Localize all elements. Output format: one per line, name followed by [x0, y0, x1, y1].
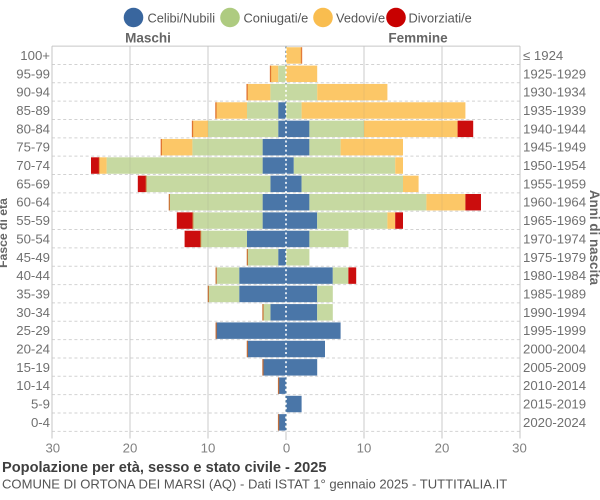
- svg-text:1940-1944: 1940-1944: [523, 121, 586, 136]
- svg-text:2020-2024: 2020-2024: [523, 415, 586, 430]
- svg-text:60-64: 60-64: [16, 195, 50, 210]
- svg-text:35-39: 35-39: [16, 286, 50, 301]
- svg-text:10-14: 10-14: [16, 378, 50, 393]
- svg-text:1995-1999: 1995-1999: [523, 323, 586, 338]
- svg-text:1990-1994: 1990-1994: [523, 305, 586, 320]
- svg-text:2005-2009: 2005-2009: [523, 360, 586, 375]
- svg-text:90-94: 90-94: [16, 85, 50, 100]
- svg-text:10: 10: [357, 440, 372, 455]
- svg-text:95-99: 95-99: [16, 66, 50, 81]
- svg-text:5-9: 5-9: [31, 397, 50, 412]
- svg-text:1970-1974: 1970-1974: [523, 231, 586, 246]
- svg-text:40-44: 40-44: [16, 268, 50, 283]
- svg-text:1980-1984: 1980-1984: [523, 268, 586, 283]
- svg-text:1965-1969: 1965-1969: [523, 213, 586, 228]
- svg-text:30-34: 30-34: [16, 305, 50, 320]
- svg-text:Anni di nascita: Anni di nascita: [587, 190, 600, 286]
- svg-text:1950-1954: 1950-1954: [523, 158, 586, 173]
- svg-text:0: 0: [283, 440, 290, 455]
- svg-text:15-19: 15-19: [16, 360, 50, 375]
- svg-text:≤ 1924: ≤ 1924: [523, 48, 563, 63]
- svg-text:2010-2014: 2010-2014: [523, 378, 586, 393]
- svg-text:Maschi: Maschi: [125, 31, 171, 46]
- svg-text:Divorziati/e: Divorziati/e: [409, 10, 472, 25]
- svg-text:20-24: 20-24: [16, 341, 50, 356]
- svg-text:Fasce di età: Fasce di età: [0, 198, 10, 268]
- svg-text:1930-1934: 1930-1934: [523, 85, 586, 100]
- svg-text:Vedovi/e: Vedovi/e: [336, 10, 385, 25]
- svg-text:1945-1949: 1945-1949: [523, 140, 586, 155]
- svg-text:1960-1964: 1960-1964: [523, 195, 586, 210]
- svg-text:20: 20: [435, 440, 450, 455]
- svg-text:Coniugati/e: Coniugati/e: [244, 10, 309, 25]
- svg-text:20: 20: [123, 440, 138, 455]
- svg-text:65-69: 65-69: [16, 176, 50, 191]
- svg-text:1975-1979: 1975-1979: [523, 250, 586, 265]
- svg-text:2015-2019: 2015-2019: [523, 397, 586, 412]
- svg-text:Popolazione per età, sesso e s: Popolazione per età, sesso e stato civil…: [2, 460, 326, 476]
- svg-text:50-54: 50-54: [16, 231, 50, 246]
- svg-text:0-4: 0-4: [31, 415, 50, 430]
- svg-text:1985-1989: 1985-1989: [523, 286, 586, 301]
- svg-text:75-79: 75-79: [16, 140, 50, 155]
- svg-text:45-49: 45-49: [16, 250, 50, 265]
- svg-text:1925-1929: 1925-1929: [523, 66, 586, 81]
- svg-text:100+: 100+: [20, 48, 50, 63]
- svg-text:80-84: 80-84: [16, 121, 50, 136]
- svg-text:70-74: 70-74: [16, 158, 50, 173]
- svg-text:2000-2004: 2000-2004: [523, 341, 586, 356]
- svg-text:30: 30: [45, 440, 60, 455]
- svg-text:55-59: 55-59: [16, 213, 50, 228]
- svg-text:1955-1959: 1955-1959: [523, 176, 586, 191]
- svg-text:COMUNE DI ORTONA DEI MARSI (AQ: COMUNE DI ORTONA DEI MARSI (AQ) - Dati I…: [2, 476, 507, 491]
- svg-text:85-89: 85-89: [16, 103, 50, 118]
- svg-text:25-29: 25-29: [16, 323, 50, 338]
- svg-text:Celibi/Nubili: Celibi/Nubili: [148, 10, 216, 25]
- svg-text:Femmine: Femmine: [388, 31, 448, 46]
- svg-text:30: 30: [512, 440, 527, 455]
- svg-text:1935-1939: 1935-1939: [523, 103, 586, 118]
- svg-text:10: 10: [201, 440, 216, 455]
